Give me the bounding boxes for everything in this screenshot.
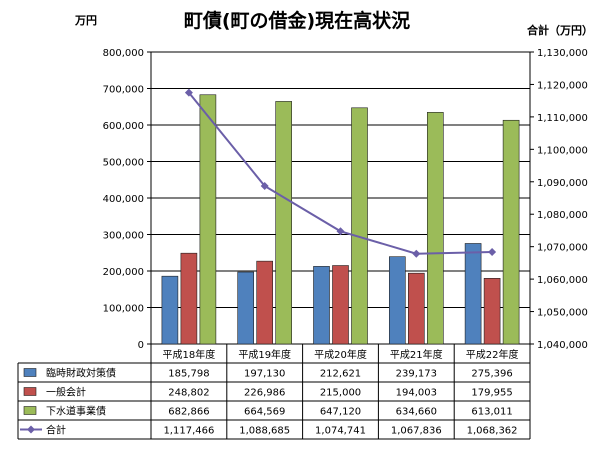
table-cell: 613,011 xyxy=(471,407,512,418)
legend-swatch xyxy=(23,387,37,396)
table-cell: 212,621 xyxy=(320,369,361,380)
bar xyxy=(464,243,482,345)
y-left-unit: 万円 xyxy=(74,14,97,27)
table-cell: 682,866 xyxy=(168,407,209,418)
y-right-tick-label: 1,040,000 xyxy=(537,340,588,351)
table-cell: 1,067,836 xyxy=(391,426,442,437)
bar xyxy=(180,252,198,345)
y-right-tick-label: 1,120,000 xyxy=(537,80,588,91)
legend-marker xyxy=(27,425,35,434)
table-cell: 248,802 xyxy=(168,388,209,399)
bar xyxy=(351,107,368,345)
category-label: 平成21年度 xyxy=(390,348,443,361)
bar xyxy=(426,112,444,345)
table-cell: 275,396 xyxy=(471,369,512,380)
series-name: 一般会計 xyxy=(46,386,86,399)
table-cell: 194,003 xyxy=(396,388,437,399)
category-label: 平成19年度 xyxy=(238,348,291,361)
y-right-tick-label: 1,080,000 xyxy=(537,210,588,221)
bar xyxy=(199,94,217,345)
category-label: 平成20年度 xyxy=(314,348,367,361)
bar xyxy=(275,101,293,345)
line-point xyxy=(412,249,421,258)
y-left-tick-label: 800,000 xyxy=(103,48,144,59)
series-name: 下水道事業債 xyxy=(46,405,106,418)
y-left-tick-label: 0 xyxy=(138,340,144,351)
y-right-tick-label: 1,110,000 xyxy=(537,113,588,124)
table-cell: 1,074,741 xyxy=(315,426,366,437)
y-right-tick-label: 1,090,000 xyxy=(537,178,588,189)
y-left-tick-label: 100,000 xyxy=(103,304,144,315)
table-cell: 1,088,685 xyxy=(239,426,290,437)
bar xyxy=(407,272,425,345)
bar xyxy=(161,275,179,345)
line-point xyxy=(488,247,497,256)
table-cell: 197,130 xyxy=(244,369,285,380)
table-cell: 1,068,362 xyxy=(467,426,518,437)
table-cell: 1,117,466 xyxy=(163,426,214,437)
table-cell: 185,798 xyxy=(168,369,209,380)
line-point xyxy=(260,182,269,191)
legend-swatch xyxy=(23,368,37,377)
bar xyxy=(332,265,349,345)
table-cell: 215,000 xyxy=(320,388,361,399)
plot-area: 0 100,000 200,000 300,000 400,000 500,000 600,… xyxy=(103,48,588,351)
table-cell: 664,569 xyxy=(244,407,285,418)
table-cell: 647,120 xyxy=(320,407,361,418)
bar xyxy=(256,260,274,345)
y-left-tick-label: 400,000 xyxy=(103,194,144,205)
line-point xyxy=(184,88,193,97)
y-left-tick-label: 700,000 xyxy=(103,85,144,96)
series-name: 合計 xyxy=(46,424,66,437)
bar xyxy=(502,119,520,345)
table-cell: 226,986 xyxy=(244,388,285,399)
bar xyxy=(388,256,406,345)
y-right-unit: 合計（万円） xyxy=(527,23,593,37)
table-cell: 634,660 xyxy=(396,407,437,418)
series-name: 臨時財政対策債 xyxy=(46,367,116,380)
y-left-tick-label: 500,000 xyxy=(103,158,144,169)
legend-swatch xyxy=(23,406,37,415)
y-left-tick-label: 600,000 xyxy=(103,121,144,132)
line-point xyxy=(336,227,345,236)
y-right-tick-label: 1,060,000 xyxy=(537,275,588,286)
y-left-tick-label: 300,000 xyxy=(103,231,144,242)
chart-title: 町債(町の借金)現在高状況 xyxy=(184,9,410,32)
y-right-tick-label: 1,130,000 xyxy=(537,48,588,59)
y-left-tick-label: 200,000 xyxy=(103,267,144,278)
table-cell: 239,173 xyxy=(396,369,437,380)
category-label: 平成18年度 xyxy=(163,348,216,361)
bar xyxy=(237,271,254,345)
bar xyxy=(483,278,501,345)
category-label: 平成22年度 xyxy=(466,348,519,361)
table-cell: 179,955 xyxy=(471,388,512,399)
bar xyxy=(313,266,330,345)
y-right-tick-label: 1,050,000 xyxy=(537,308,588,319)
y-right-tick-label: 1,070,000 xyxy=(537,243,588,254)
y-right-tick-label: 1,100,000 xyxy=(537,145,588,156)
